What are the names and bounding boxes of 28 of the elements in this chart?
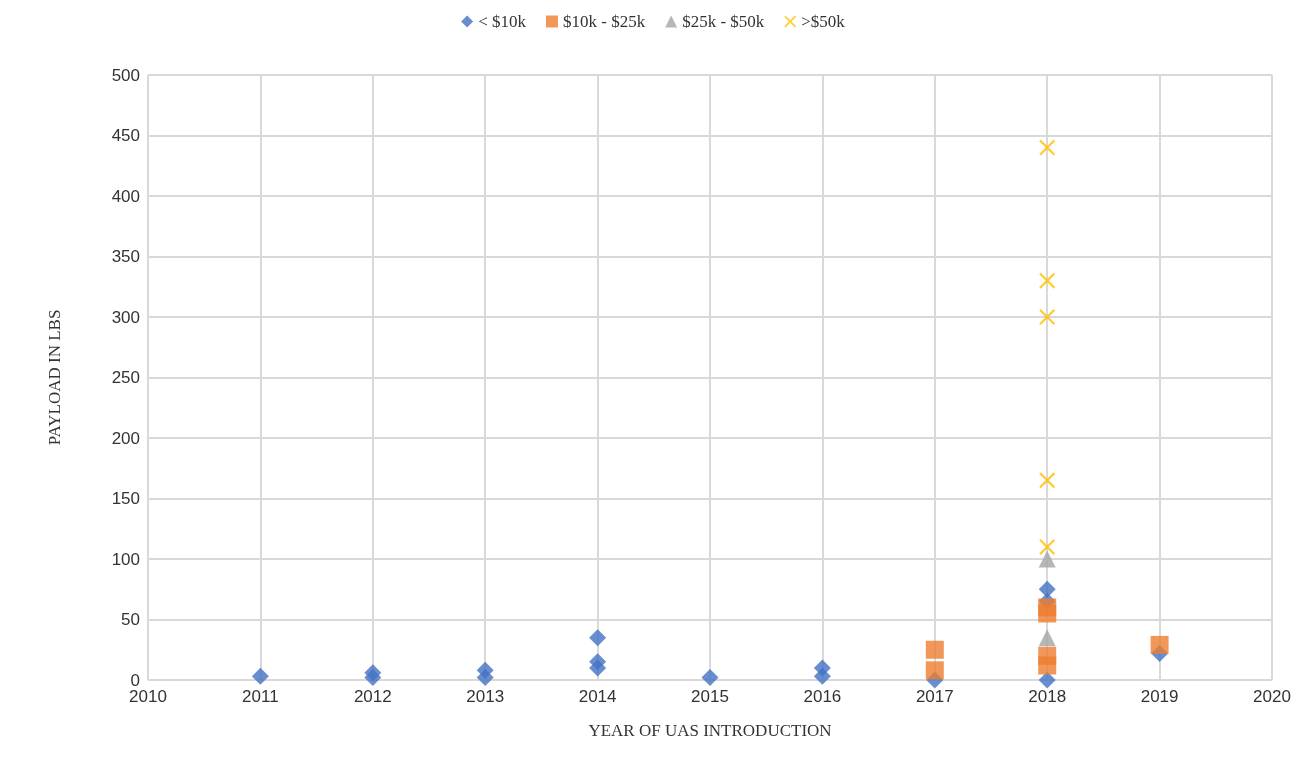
legend-label: $10k - $25k	[562, 12, 646, 31]
legend-label: < $10k	[478, 12, 527, 31]
x-tick-label: 2012	[353, 687, 392, 706]
y-tick-label: 400	[111, 186, 140, 206]
x-tick-label: 2010	[129, 687, 167, 706]
x-tick-label: 2013	[466, 687, 505, 706]
y-axis-title: PAYLOAD IN LBS	[45, 309, 64, 446]
y-tick-label: 300	[111, 307, 140, 327]
x-tick-label: 2014	[578, 687, 617, 706]
y-tick-label: 50	[121, 610, 140, 629]
y-tick-label: 100	[111, 549, 140, 569]
y-tick-label: 150	[111, 489, 140, 508]
y-tick-label: 0	[130, 670, 140, 690]
x-tick-label: 2011	[242, 687, 279, 706]
x-tick-label: 2015	[691, 687, 729, 706]
y-tick-label: 450	[111, 126, 140, 145]
legend-label: $25k - $50k	[682, 12, 765, 31]
y-tick-label: 250	[111, 368, 140, 387]
legend-label: >$50k	[801, 12, 846, 31]
y-tick-label: 200	[111, 428, 140, 448]
x-tick-label: 2016	[803, 687, 842, 706]
x-tick-label: 2018	[1028, 687, 1067, 706]
x-tick-label: 2019	[1140, 687, 1179, 706]
y-tick-label: 350	[111, 247, 140, 266]
x-tick-label: 2020	[1253, 687, 1291, 706]
x-axis-title: YEAR OF UAS INTRODUCTION	[588, 721, 832, 740]
y-tick-label: 500	[111, 65, 140, 85]
x-tick-label: 2017	[915, 687, 954, 706]
